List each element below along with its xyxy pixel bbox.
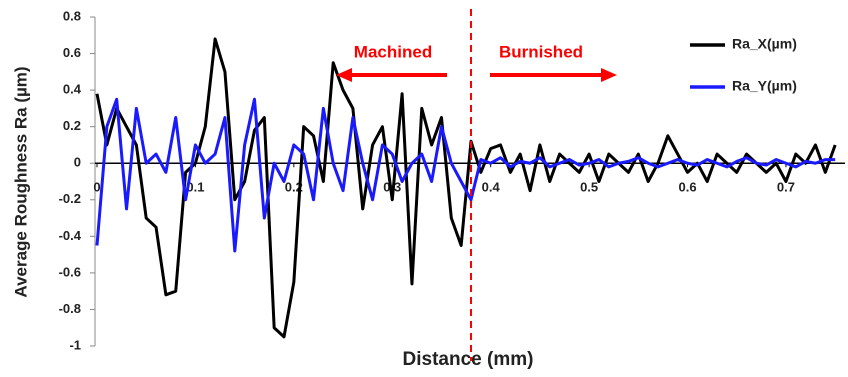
x-tick-label: 0.7 [777, 180, 795, 195]
y-tick-label: 0 [74, 155, 81, 170]
x-tick-label: 0 [93, 180, 100, 195]
y-tick-label: -1 [69, 337, 81, 352]
y-tick-label: 0.2 [63, 118, 81, 133]
arrow-head [336, 68, 352, 82]
x-tick-label: 0.5 [580, 180, 598, 195]
y-tick-label: -0.6 [59, 264, 81, 279]
y-tick-label: 0.6 [63, 45, 81, 60]
y-tick-label: -0.4 [59, 228, 82, 243]
arrow-head [601, 68, 617, 82]
y-tick-label: -0.2 [59, 191, 81, 206]
legend-label: Ra_Y(µm) [732, 78, 797, 94]
y-tick-label: -0.8 [59, 301, 81, 316]
x-tick-label: 0.4 [482, 180, 501, 195]
y-tick-label: 0.8 [63, 8, 81, 23]
y-axis-title: Average Roughness Ra (µm) [11, 66, 30, 297]
legend-label: Ra_X(µm) [732, 36, 797, 52]
series-line [95, 97, 836, 253]
annotation: Burnished [499, 42, 583, 61]
annotation: Machined [354, 42, 432, 61]
y-tick-label: 0.4 [63, 82, 82, 97]
x-tick-label: 0.6 [678, 180, 696, 195]
x-axis-title: Distance (mm) [403, 349, 534, 370]
x-tick-label: 0.1 [186, 180, 204, 195]
